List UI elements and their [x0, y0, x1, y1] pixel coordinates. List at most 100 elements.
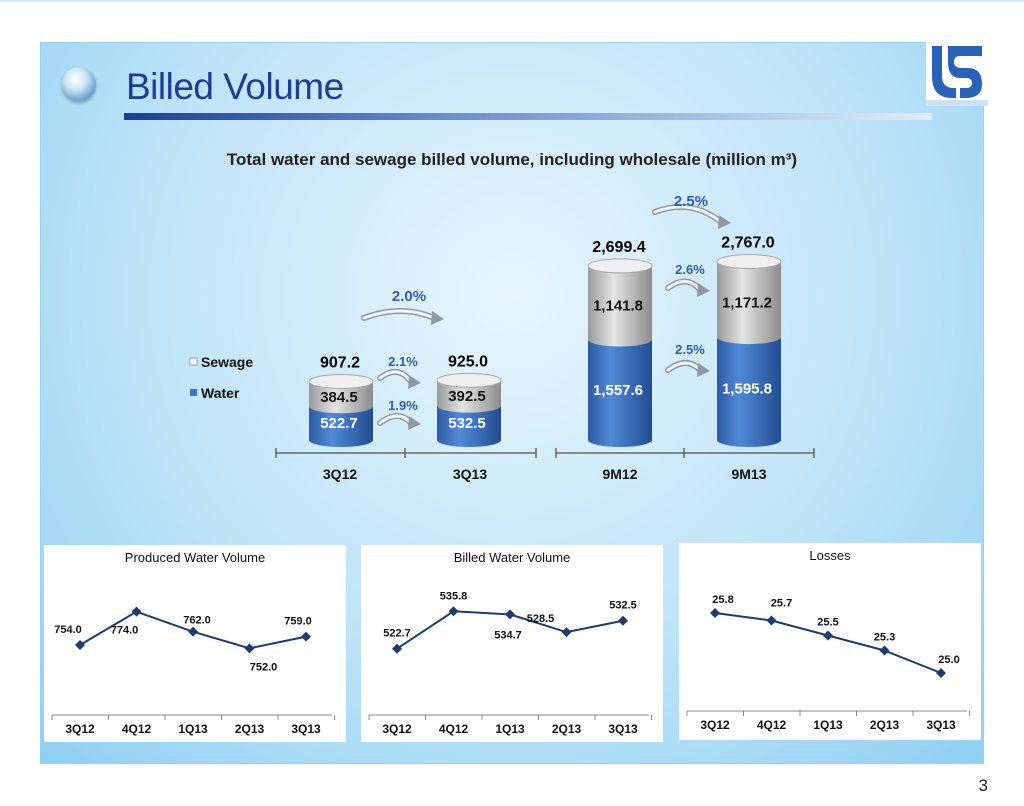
mini-line-chart: 522.7 3Q12 535.8 4Q12 534.7 1Q13 528.5 2Q13 532.… [368, 590, 652, 736]
category-tick-label: 3Q13 [608, 722, 638, 736]
losses-panel: Losses 25.8 3Q12 25.7 4Q12 25.5 1Q13 25.3 2Q13 2… [679, 543, 981, 740]
data-value-label: 522.7 [383, 628, 411, 640]
growth-arrow-icon-head [697, 363, 710, 377]
data-value-label: 25.3 [874, 632, 895, 644]
sewage-bar-cap [587, 258, 653, 274]
growth-percent-label: 2.6% [675, 262, 705, 277]
sewage-value-label: 1,141.8 [593, 298, 643, 315]
chart-subtitle: Total water and sewage billed volume, in… [226, 150, 798, 169]
growth-arrow-icon-head [431, 311, 444, 325]
category-tick-label: 9M13 [731, 466, 766, 482]
category-tick-label: 3Q12 [700, 718, 730, 732]
category-tick-label: 2Q13 [870, 718, 900, 732]
water-value-label: 532.5 [448, 415, 486, 432]
total-value-label: 2,767.0 [721, 235, 774, 252]
page-title: Billed Volume [126, 66, 344, 107]
data-point-marker [505, 609, 515, 620]
growth-arrow-icon-highlight [653, 205, 723, 224]
category-tick-label: 2Q13 [552, 722, 582, 736]
data-point-marker [710, 608, 720, 618]
data-value-label: 532.5 [609, 600, 637, 612]
mini-line-chart: 754.0 3Q12 774.0 4Q12 762.0 1Q13 752.0 2Q13 759.… [51, 606, 335, 736]
data-point-marker [766, 615, 777, 626]
category-tick-label: 3Q12 [65, 722, 95, 736]
title-underline [124, 113, 932, 120]
data-value-label: 528.5 [527, 613, 555, 625]
data-point-marker [618, 615, 628, 626]
growth-arrow-icon-head [408, 416, 421, 430]
data-value-label: 754.0 [54, 624, 82, 636]
sewage-bar-cap [716, 254, 782, 270]
data-point-marker [936, 668, 946, 678]
sewage-value-label: 1,171.2 [722, 294, 772, 311]
data-point-marker [392, 643, 402, 654]
growth-arrow-icon-head [697, 283, 710, 297]
losses-title: Losses [809, 548, 851, 563]
billed-water-title: Billed Water Volume [453, 550, 571, 565]
legend-water-swatch [190, 389, 197, 396]
category-tick-label: 3Q12 [382, 722, 412, 736]
growth-percent-label: 2.1% [388, 354, 418, 369]
data-value-label: 762.0 [183, 615, 211, 627]
category-tick-label: 3Q13 [291, 722, 321, 736]
data-value-label: 759.0 [284, 616, 312, 628]
legend-sewage-swatch [189, 357, 198, 366]
category-tick-label: 1Q13 [813, 718, 843, 732]
category-tick-label: 3Q13 [926, 718, 956, 732]
growth-percent-label: 2.0% [392, 288, 426, 305]
category-tick-label: 4Q12 [757, 718, 787, 732]
total-value-label: 2,699.4 [592, 239, 645, 256]
data-value-label: 25.5 [817, 617, 838, 629]
category-tick-label: 4Q12 [122, 722, 152, 736]
water-value-label: 522.7 [320, 415, 358, 432]
sewage-bar-cap [436, 372, 502, 388]
growth-arrow-icon-head [718, 215, 731, 229]
billed-water-panel: Billed Water Volume 522.7 3Q12 535.8 4Q12 53… [361, 545, 663, 742]
growth-arrow-icon-highlight [362, 309, 436, 320]
category-tick-label: 2Q13 [235, 722, 265, 736]
growth-percent-label: 1.9% [388, 398, 418, 413]
water-bar [717, 337, 781, 447]
data-value-label: 752.0 [250, 661, 278, 673]
sewage-bar [588, 265, 652, 347]
data-value-label: 25.0 [938, 654, 959, 666]
produced-water-panel: Produced Water Volume 754.0 3Q12 774.0 4Q12… [44, 545, 346, 742]
sewage-value-label: 392.5 [448, 388, 486, 405]
water-value-label: 1,557.6 [593, 382, 643, 399]
data-point-marker [879, 645, 890, 656]
growth-percent-label: 2.5% [675, 342, 705, 357]
company-logo-icon [926, 40, 988, 106]
data-point-marker [561, 627, 572, 638]
top-border-line [0, 0, 1024, 2]
data-value-label: 25.8 [712, 594, 733, 606]
data-value-label: 535.8 [440, 590, 468, 602]
growth-arrow-icon-head [408, 375, 421, 389]
category-tick-label: 1Q13 [495, 722, 525, 736]
sewage-bar [309, 381, 373, 414]
page-number: 3 [978, 776, 988, 795]
data-value-label: 25.7 [771, 598, 792, 610]
category-tick-label: 3Q12 [323, 466, 357, 482]
sewage-bar-cap [308, 373, 374, 389]
sewage-bar [437, 380, 501, 413]
data-point-marker [823, 630, 833, 641]
data-value-label: 534.7 [494, 629, 522, 641]
data-value-label: 774.0 [111, 625, 139, 637]
growth-percent-label: 2.5% [674, 193, 708, 210]
water-bar [588, 339, 652, 447]
sphere-bullet-icon [62, 67, 96, 101]
category-tick-label: 1Q13 [178, 722, 208, 736]
total-value-label: 907.2 [320, 354, 360, 371]
data-point-marker [75, 640, 85, 650]
total-value-label: 925.0 [448, 353, 488, 370]
data-point-marker [188, 626, 198, 637]
water-bar [437, 405, 501, 447]
legend-water-label: Water [201, 385, 240, 401]
mini-line-chart: 25.8 3Q12 25.7 4Q12 25.5 1Q13 25.3 2Q13 25.0 3Q13 [686, 594, 970, 732]
category-tick-label: 4Q12 [439, 722, 469, 736]
legend-sewage-label: Sewage [201, 354, 253, 370]
data-point-marker [448, 606, 459, 617]
sewage-value-label: 384.5 [320, 389, 358, 406]
category-tick-label: 9M12 [602, 466, 637, 482]
